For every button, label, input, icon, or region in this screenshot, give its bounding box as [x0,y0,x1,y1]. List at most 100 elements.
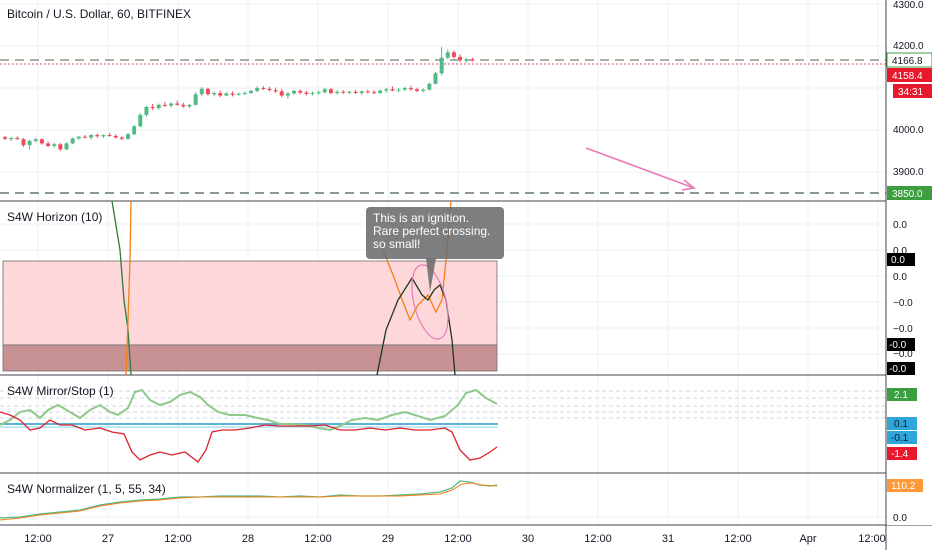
candle[interactable] [353,89,358,94]
candle[interactable] [347,90,352,95]
candle[interactable] [144,105,149,117]
candle[interactable] [58,143,63,151]
candle[interactable] [27,139,32,150]
candle[interactable] [95,133,100,138]
candle[interactable] [322,88,327,94]
candle[interactable] [113,134,118,139]
candle[interactable] [285,92,290,99]
candle[interactable] [193,92,198,106]
candle[interactable] [46,141,51,148]
normalizer-title[interactable]: S4W Normalizer (1, 5, 55, 34) [7,482,166,496]
candle[interactable] [70,137,75,145]
candle[interactable] [402,86,407,91]
candle[interactable] [230,91,235,97]
candle[interactable] [181,102,186,108]
normalizer-pane[interactable] [0,480,886,521]
candle-body [58,144,63,150]
candle[interactable] [390,86,395,92]
candle[interactable] [138,113,143,128]
candle[interactable] [328,88,333,95]
candle[interactable] [9,136,14,141]
candle[interactable] [316,90,321,95]
candlestick-series[interactable] [3,46,475,151]
candle[interactable] [52,142,57,148]
candle[interactable] [15,136,20,140]
candle[interactable] [249,89,253,94]
horizon-title[interactable]: S4W Horizon (10) [7,210,103,224]
candle[interactable] [415,87,420,93]
candle[interactable] [310,91,315,96]
candle[interactable] [82,135,87,139]
candle[interactable] [187,103,192,109]
candle[interactable] [199,87,204,97]
price-axis[interactable]: 4300.0 4200.0 4000.0 3900.0 [893,0,924,178]
candle[interactable] [156,103,161,110]
pane-separators[interactable] [0,200,932,526]
candle[interactable] [3,135,7,141]
candle[interactable] [335,90,340,95]
candle[interactable] [132,124,137,136]
candle[interactable] [341,90,346,94]
trend-arrow[interactable] [585,147,696,191]
candle[interactable] [169,102,174,108]
candle[interactable] [150,103,155,110]
candle[interactable] [126,132,130,140]
normalizer-axis[interactable]: 110.2 0.0 [887,479,923,524]
candle[interactable] [33,137,38,143]
horizon-badge: 0.0 [891,255,905,266]
candle[interactable] [365,89,370,94]
candle[interactable] [101,134,106,138]
candle[interactable] [464,57,469,63]
candle[interactable] [451,50,456,59]
candle[interactable] [119,136,124,141]
candle[interactable] [378,89,383,94]
candle[interactable] [236,92,241,96]
horizon-tick: 0.0 [893,220,907,231]
annotation-callout[interactable]: This is an ignition. Rare perfect crossi… [366,207,504,259]
candle[interactable] [439,46,444,76]
candle-body [470,59,475,61]
symbol-title[interactable]: Bitcoin / U.S. Dollar, 60, BITFINEX [7,7,192,21]
candle[interactable] [212,91,217,97]
highlight-ellipse[interactable] [405,261,454,342]
candle[interactable] [372,90,376,94]
candle[interactable] [205,87,210,96]
candle[interactable] [384,88,389,93]
candle[interactable] [39,138,44,145]
candle[interactable] [445,49,450,60]
candle[interactable] [76,135,81,141]
candle[interactable] [267,86,272,92]
candle[interactable] [162,101,167,107]
mirror-axis[interactable]: 2.1 0.1 -0.1 -1.4 [887,388,917,460]
horizon-green-line [111,200,132,376]
candle[interactable] [242,91,247,96]
candle[interactable] [107,132,112,137]
candle[interactable] [218,90,223,98]
candle[interactable] [273,87,278,94]
time-axis[interactable]: 12:00 27 12:00 28 12:00 29 12:00 30 12:0… [24,533,886,545]
candle[interactable] [292,89,297,95]
candle[interactable] [421,88,426,93]
candle[interactable] [304,90,309,96]
mirror-pane[interactable] [0,388,886,463]
candle[interactable] [224,92,229,97]
candle[interactable] [433,72,438,85]
candle[interactable] [64,142,69,151]
candle[interactable] [470,57,475,62]
candle[interactable] [89,134,94,140]
candle[interactable] [427,82,432,91]
candle[interactable] [408,85,413,91]
candle[interactable] [175,100,180,106]
candle-body [458,56,463,61]
candle[interactable] [359,90,364,95]
candle[interactable] [279,88,284,98]
candle[interactable] [21,137,26,147]
candle[interactable] [298,89,303,95]
mirror-title[interactable]: S4W Mirror/Stop (1) [7,384,114,398]
horizon-axis[interactable]: 0.0 0.0 0.0 −0.0 −0.0 −0.0 0.0 -0.0 -0.0 [887,220,915,375]
candle[interactable] [396,88,401,93]
candle[interactable] [261,85,266,91]
candle[interactable] [255,86,260,93]
candle[interactable] [458,54,463,62]
